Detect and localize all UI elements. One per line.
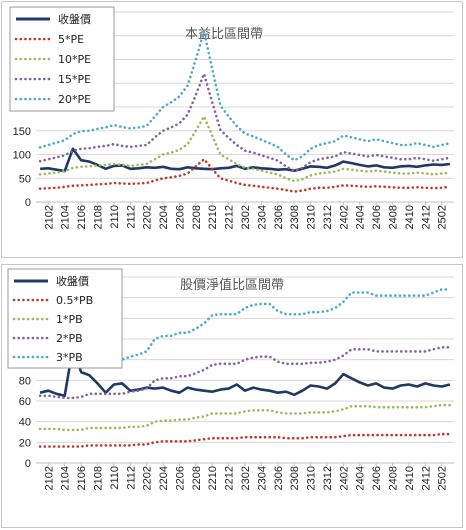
x-tick-label: 2102 (43, 466, 55, 490)
x-tick-label: 2212 (224, 466, 236, 490)
legend-label: 收盤價 (56, 274, 89, 288)
x-tick-label: 2304 (256, 205, 268, 229)
x-tick-label: 2102 (43, 205, 55, 229)
x-tick-label: 2210 (207, 205, 219, 229)
x-tick-label: 2106 (76, 466, 88, 490)
x-tick-label: 2108 (92, 466, 104, 490)
x-tick-label: 2112 (125, 466, 137, 490)
x-tick-label: 2108 (92, 205, 104, 229)
x-tick-label: 2110 (109, 466, 121, 490)
x-tick-label: 2308 (289, 205, 301, 229)
legend-label: 收盤價 (58, 12, 91, 26)
series-line-2 (38, 113, 452, 183)
x-tick-label: 2202 (142, 466, 154, 490)
x-tick-label: 2410 (404, 466, 416, 490)
x-tick-label: 2308 (289, 466, 301, 490)
series-line-0 (39, 346, 451, 398)
series-line-1 (38, 432, 452, 448)
x-tick-label: 2408 (388, 466, 400, 490)
legend-label: 2*PB (56, 332, 83, 345)
x-tick-label: 2202 (142, 205, 154, 229)
x-tick-label: 2502 (437, 466, 449, 490)
x-tick-label: 2306 (273, 466, 285, 490)
x-tick-label: 2206 (174, 205, 186, 229)
pe-band-chart-panel: 0501001502002503003504002102210421062108… (1, 1, 463, 258)
pb-band-chart: 0204060801001201401601802102210421062108… (7, 268, 454, 490)
x-tick-label: 2110 (109, 205, 121, 229)
y-tick-label: 40 (19, 417, 31, 429)
pe-band-chart: 0501001502002503003504002102210421062108… (9, 6, 454, 229)
x-tick-label: 2104 (60, 466, 72, 490)
x-tick-label: 2302 (240, 466, 252, 490)
x-tick-label: 2412 (420, 205, 432, 229)
legend-label: 0.5*PB (56, 294, 93, 307)
x-tick-label: 2406 (371, 466, 383, 490)
x-tick-label: 2210 (207, 466, 219, 490)
x-tick-label: 2502 (437, 205, 449, 229)
x-tick-label: 2306 (273, 205, 285, 229)
x-tick-label: 2404 (355, 205, 367, 229)
x-tick-label: 2302 (240, 205, 252, 229)
x-tick-label: 2402 (338, 205, 350, 229)
y-tick-label: 50 (19, 173, 31, 185)
x-tick-label: 2312 (322, 466, 334, 490)
x-tick-label: 2412 (420, 466, 432, 490)
x-tick-label: 2112 (125, 205, 137, 229)
legend-label: 5*PE (58, 33, 84, 46)
y-tick-label: 0 (25, 197, 31, 209)
x-tick-label: 2304 (256, 466, 268, 490)
series-line-3 (38, 69, 452, 173)
series-line-3 (38, 346, 452, 400)
x-tick-label: 2408 (388, 205, 400, 229)
x-tick-label: 2106 (76, 205, 88, 229)
series-line-0 (40, 147, 451, 173)
pb-band-chart-panel: 0204060801001201401601802102210421062108… (1, 264, 463, 528)
y-tick-label: 100 (13, 150, 31, 162)
x-tick-label: 2104 (60, 205, 72, 229)
legend-label: 15*PE (58, 73, 91, 86)
y-tick-label: 0 (25, 458, 31, 470)
legend-label: 1*PB (56, 313, 83, 326)
x-tick-label: 2402 (338, 466, 350, 490)
legend-box (9, 6, 115, 112)
y-tick-label: 60 (19, 396, 31, 408)
y-tick-label: 150 (13, 126, 31, 138)
x-tick-label: 2404 (355, 466, 367, 490)
y-tick-label: 80 (19, 375, 31, 387)
y-tick-label: 20 (19, 437, 31, 449)
x-tick-label: 2204 (158, 205, 170, 229)
x-tick-label: 2406 (371, 205, 383, 229)
chart-title: 本益比區間帶 (185, 27, 263, 42)
x-tick-label: 2312 (322, 205, 334, 229)
x-tick-label: 2206 (174, 466, 186, 490)
x-tick-label: 2212 (224, 205, 236, 229)
series-line-1 (38, 157, 452, 193)
chart-title: 股價淨值比區間帶 (180, 277, 284, 293)
x-tick-label: 2204 (158, 466, 170, 490)
x-tick-label: 2208 (191, 205, 203, 229)
x-tick-label: 2208 (191, 466, 203, 490)
legend-label: 3*PB (56, 351, 83, 364)
x-tick-label: 2310 (306, 466, 318, 490)
x-tick-label: 2410 (404, 205, 416, 229)
legend-label: 20*PE (58, 93, 91, 106)
x-tick-label: 2310 (306, 205, 318, 229)
legend-label: 10*PE (58, 53, 91, 66)
series-line-2 (38, 403, 452, 432)
